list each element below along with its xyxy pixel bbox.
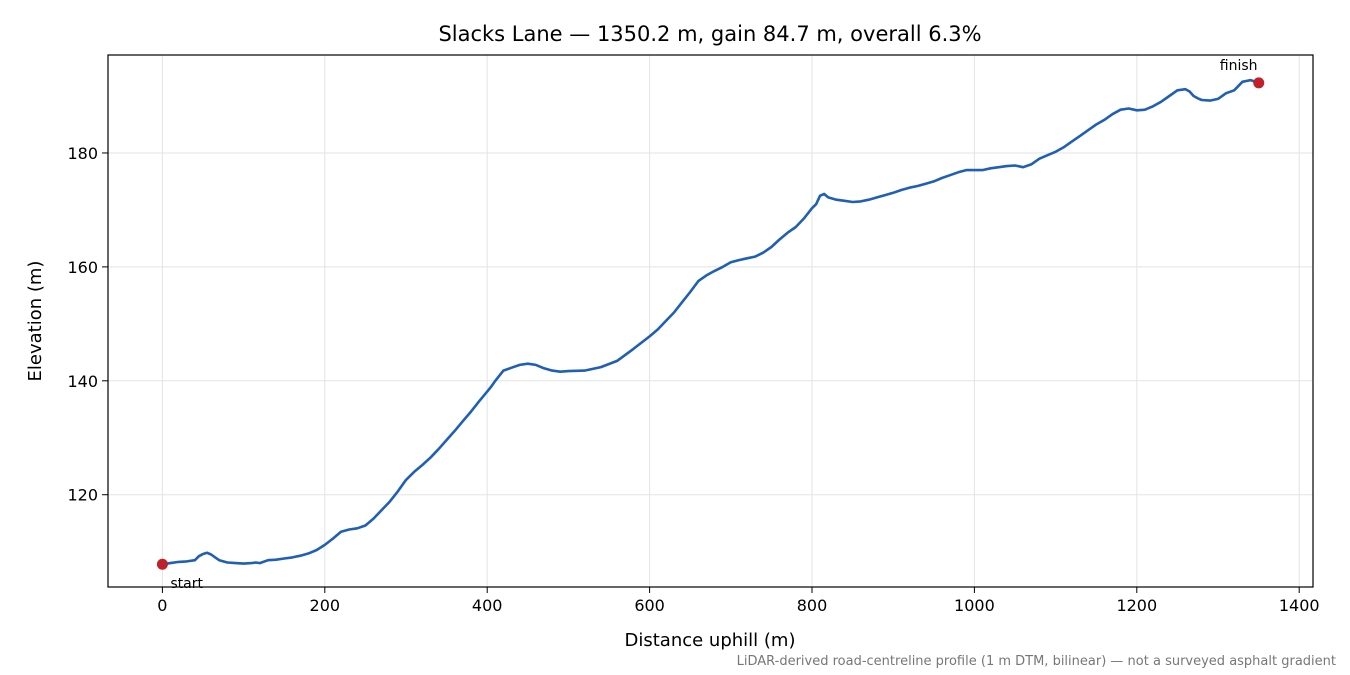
y-tick-label: 180	[67, 144, 98, 163]
start-label: start	[170, 576, 203, 592]
start-marker	[156, 558, 168, 570]
x-tick-label: 1000	[954, 596, 995, 615]
x-tick-label: 0	[157, 596, 167, 615]
finish-marker	[1253, 77, 1265, 89]
x-tick-label: 800	[797, 596, 828, 615]
y-tick-label: 120	[67, 486, 98, 505]
x-tick-label: 400	[472, 596, 503, 615]
x-axis-label: Distance uphill (m)	[625, 630, 796, 651]
endpoint-markers: start finish	[156, 58, 1265, 592]
y-tick-label: 160	[67, 258, 98, 277]
grid-lines	[108, 55, 1313, 587]
elevation-line	[162, 78, 1260, 566]
plot-frame	[107, 54, 1314, 588]
chart-title: Slacks Lane — 1350.2 m, gain 84.7 m, ove…	[438, 22, 981, 46]
y-axis-label: Elevation (m)	[25, 261, 46, 382]
x-tick-label: 200	[310, 596, 341, 615]
y-axis-ticks: 120 140 160 180	[67, 144, 108, 505]
finish-label: finish	[1220, 58, 1258, 74]
x-tick-label: 600	[634, 596, 665, 615]
x-tick-label: 1400	[1279, 596, 1320, 615]
x-tick-label: 1200	[1116, 596, 1157, 615]
footnote: LiDAR-derived road-centreline profile (1…	[737, 654, 1336, 669]
x-axis-ticks: 0 200 400 600 800 1000 1200 1400	[157, 587, 1320, 615]
y-tick-label: 140	[67, 372, 98, 391]
